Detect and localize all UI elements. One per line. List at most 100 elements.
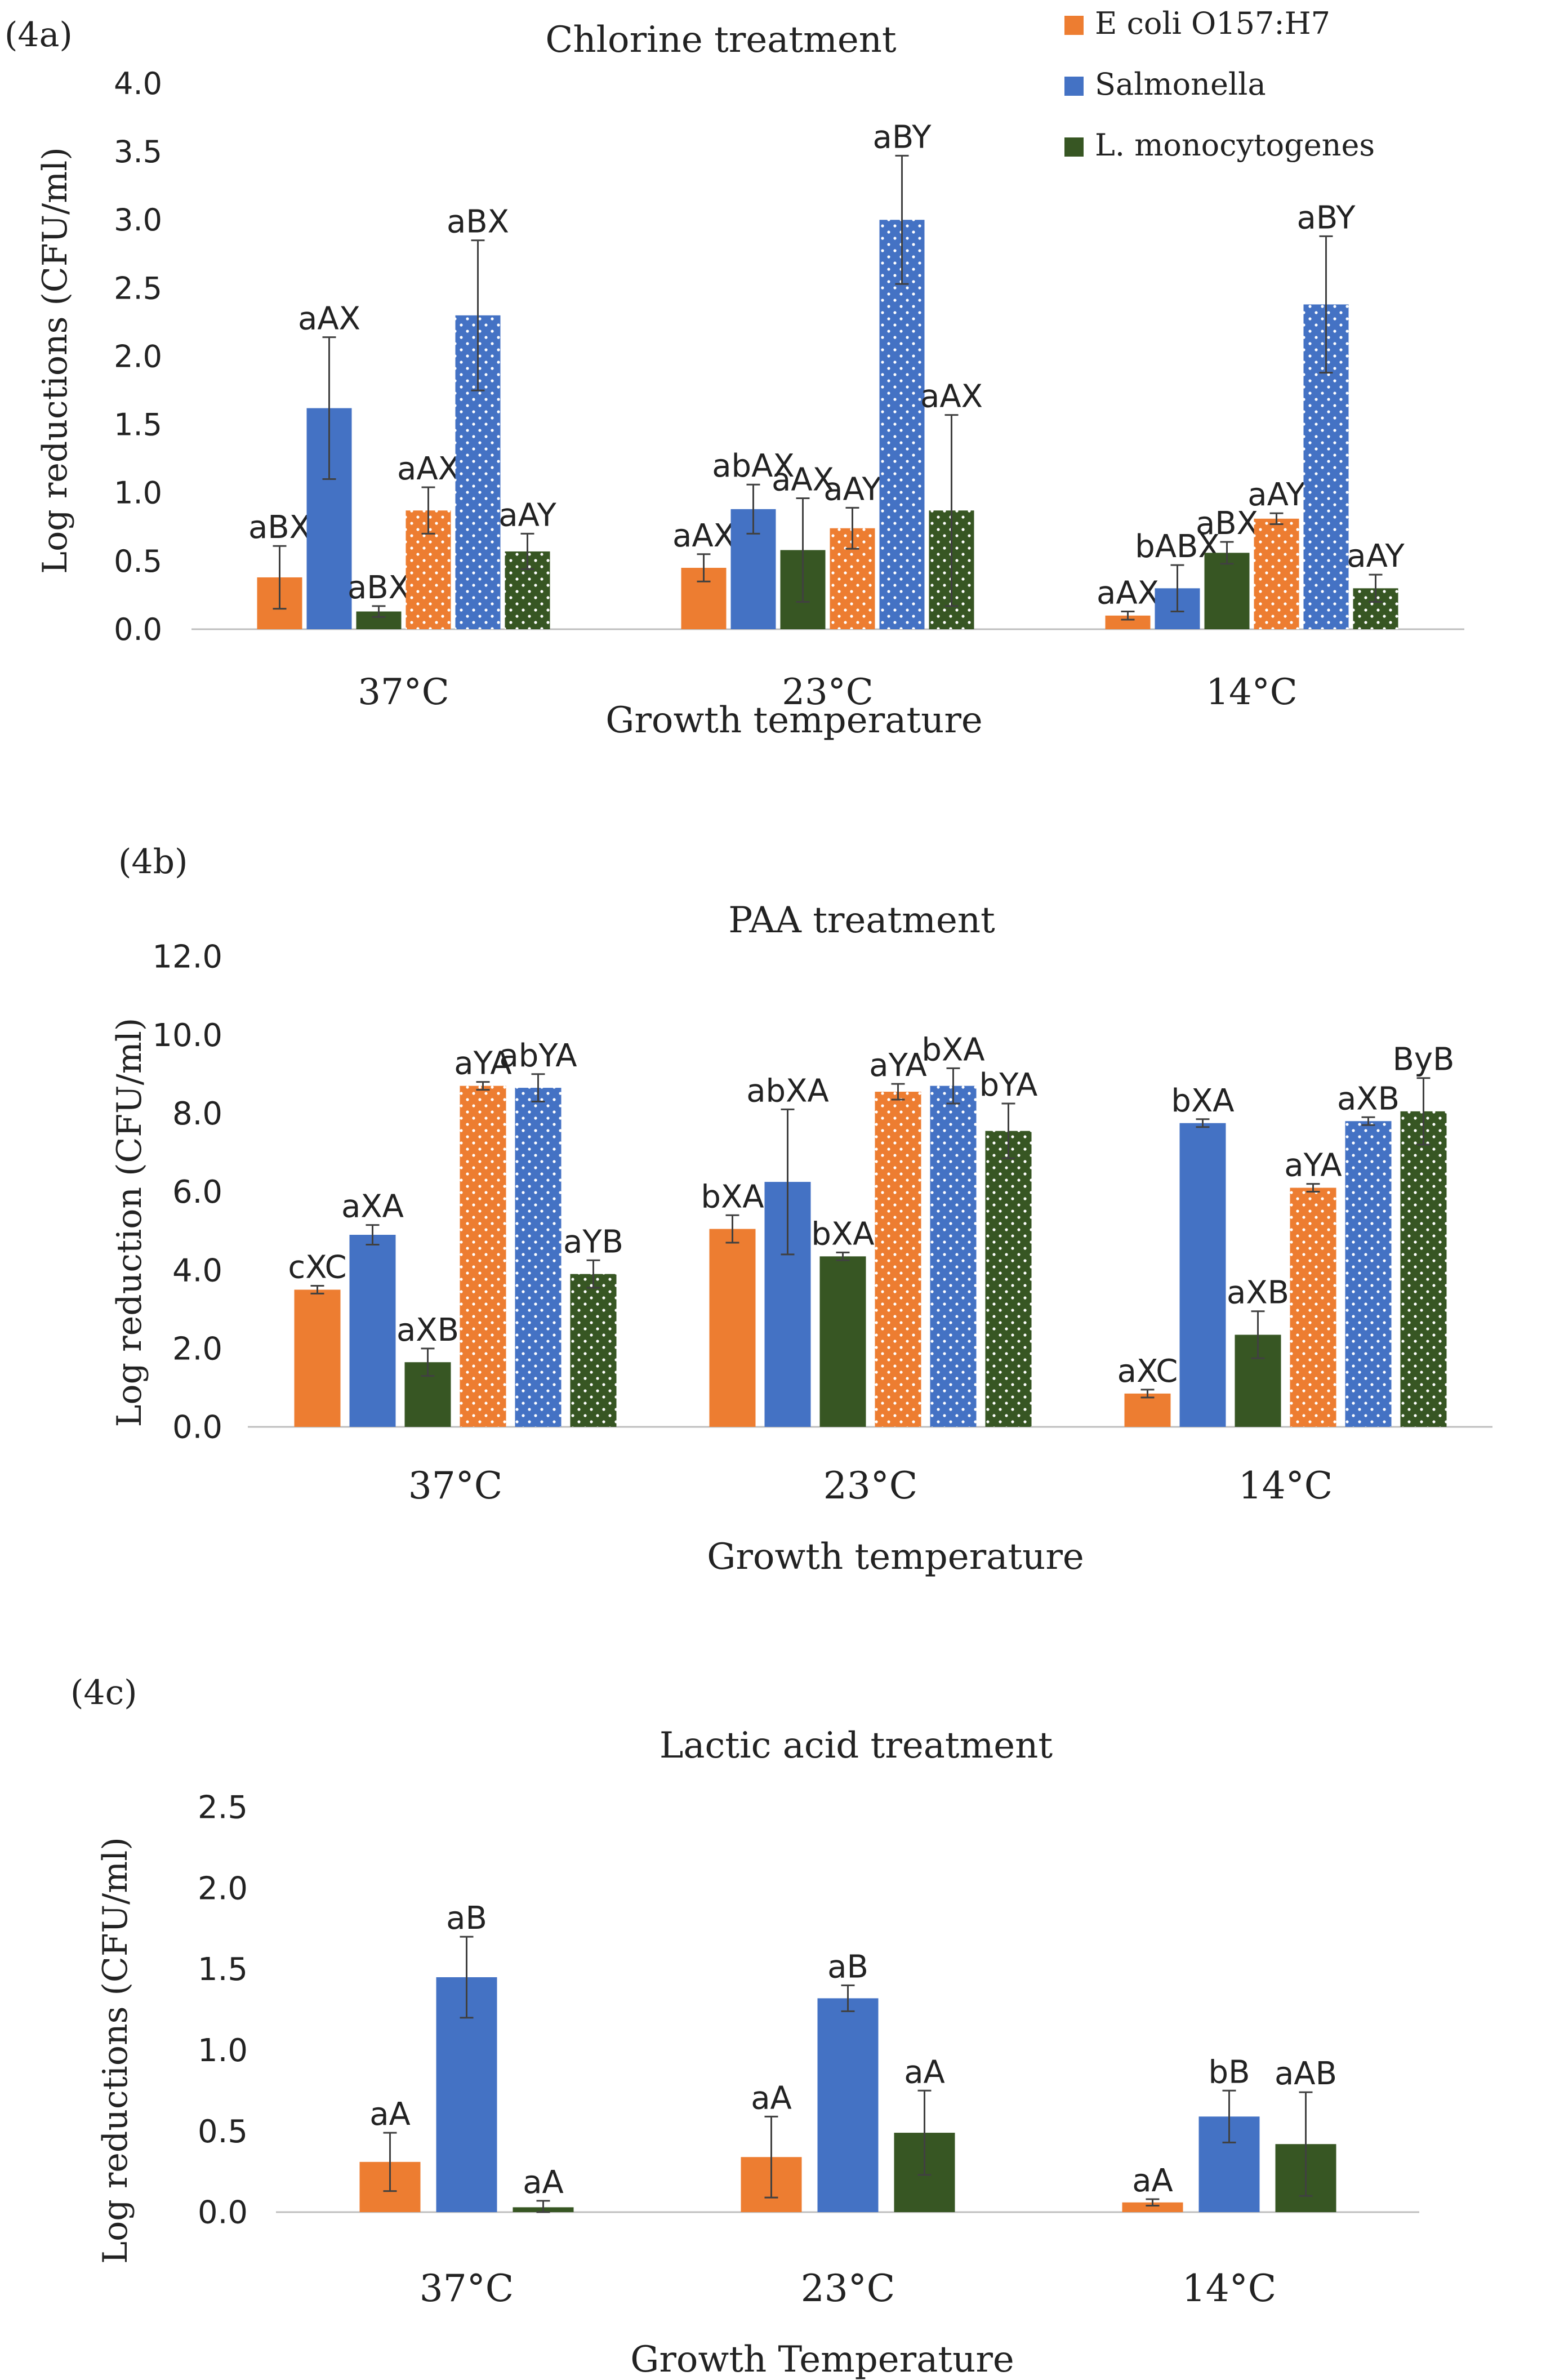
error-bar [1251, 1310, 1265, 1359]
data-label: aAB [1275, 2056, 1337, 2092]
data-label: aAY [1347, 538, 1405, 575]
bar-salmonella-dotted [930, 1086, 977, 1427]
data-label: aYA [869, 1047, 926, 1084]
bar-salmonella-dotted [879, 220, 925, 629]
plot-area: 0.0 0.5 1.0 1.5 2.0 2.5 3.0 3.5 4.0 37°C aBX aAX aBX… [114, 66, 1464, 713]
data-label: aYA [1284, 1147, 1342, 1184]
error-bar [586, 1259, 600, 1289]
y-tick-label: 1.0 [114, 475, 162, 511]
bar-ecoli-dotted [1290, 1187, 1336, 1427]
legend-label: Salmonella [1095, 66, 1266, 102]
x-tick-label: 23°C [801, 2267, 895, 2310]
error-bar [366, 1224, 380, 1245]
data-label: aXB [1337, 1080, 1400, 1117]
data-label: abAX [712, 448, 795, 484]
bar-ecoli [1122, 2202, 1183, 2212]
error-bar [796, 497, 810, 603]
data-label: aA [523, 2164, 564, 2201]
plot-area: 0.02.04.06.08.010.012.037°CcXCaXAaXBaYAa… [152, 939, 1492, 1507]
x-tick-label: 14°C [1182, 2267, 1276, 2310]
x-tick-label: 37°C [408, 1464, 502, 1507]
bar-ecoli [1124, 1393, 1171, 1427]
legend-swatch [1064, 137, 1084, 157]
data-label: aXC [1117, 1353, 1178, 1390]
data-label: aBX [447, 204, 509, 241]
y-tick-label: 2.0 [114, 339, 162, 374]
error-bar [895, 154, 909, 285]
error-bar [372, 605, 386, 618]
x-tick-label: 37°C [420, 2267, 514, 2310]
error-bar [1001, 1102, 1015, 1159]
error-bar [1222, 2089, 1236, 2143]
error-bar [946, 1067, 960, 1105]
error-bar [1220, 541, 1234, 565]
bar-listeria-dotted [570, 1274, 617, 1427]
data-label: aAY [498, 497, 556, 533]
y-tick-label: 6.0 [172, 1174, 222, 1211]
bar-salmonella-dotted [1345, 1121, 1392, 1427]
y-tick-label: 3.0 [114, 202, 162, 238]
data-label: bB [1209, 2054, 1250, 2090]
panel-label: (4c) [70, 1673, 137, 1712]
data-label: aBX [248, 509, 311, 546]
legend-swatch [1064, 77, 1084, 96]
data-label: bXA [921, 1031, 984, 1068]
chart-title: Chlorine treatment [545, 19, 897, 61]
data-label: aAY [823, 471, 881, 508]
y-tick-label: 2.0 [198, 1870, 248, 1907]
data-label: aXB [1227, 1275, 1289, 1311]
y-tick-label: 3.5 [114, 134, 162, 170]
error-bar [1146, 2198, 1160, 2206]
bar-salmonella [1179, 1123, 1226, 1427]
legend-item-ecoli: E coli O157:H7 [1064, 6, 1330, 41]
data-label: aYA [454, 1046, 511, 1082]
data-label: abXA [746, 1073, 829, 1109]
error-bar [841, 1984, 855, 2012]
y-axis-label: Log reductions (CFU/ml) [96, 1837, 135, 2263]
data-label: bXA [701, 1178, 764, 1215]
x-tick-label: 14°C [1206, 671, 1297, 713]
x-tick-label: 37°C [358, 671, 449, 713]
y-tick-label: 12.0 [152, 939, 222, 976]
error-bar [1269, 512, 1284, 525]
data-label: aAX [397, 451, 460, 487]
chart-title: PAA treatment [728, 900, 995, 941]
data-label: aA [904, 2054, 945, 2090]
bar-salmonella [817, 1998, 879, 2212]
data-label: aA [369, 2096, 411, 2133]
data-label: aYB [563, 1224, 623, 1260]
data-label: aBY [1297, 199, 1356, 236]
x-tick-label: 23°C [782, 671, 873, 713]
y-tick-label: 2.0 [172, 1331, 222, 1367]
y-tick-label: 2.5 [114, 270, 162, 306]
y-tick-label: 10.0 [152, 1017, 222, 1054]
data-label: aB [446, 1900, 487, 1937]
error-bar [421, 486, 435, 535]
y-tick-label: 0.5 [198, 2114, 248, 2150]
data-label: ByB [1393, 1042, 1455, 1078]
bar-ecoli-dotted [1254, 518, 1299, 629]
bar-ecoli-dotted [460, 1086, 506, 1427]
data-label: aBY [873, 119, 932, 155]
data-label: aAX [672, 518, 735, 554]
data-label: abYA [499, 1038, 577, 1074]
legend: E coli O157:H7 Salmonella L. monocytogen… [1064, 6, 1375, 163]
error-bar [764, 2115, 778, 2199]
x-axis-label: Growth temperature [605, 700, 983, 741]
error-bar [1196, 1118, 1210, 1128]
error-bar [1369, 573, 1383, 603]
y-axis-label: Log reductions (CFU/ml) [35, 147, 75, 573]
error-bar [460, 1936, 474, 2019]
x-tick-label: 23°C [823, 1464, 917, 1507]
bar-salmonella-dotted [515, 1088, 562, 1427]
error-bar [944, 414, 959, 607]
error-bar [781, 1108, 795, 1256]
y-tick-label: 4.0 [172, 1252, 222, 1289]
y-tick-label: 0.5 [114, 544, 162, 579]
chart-panel-lactic-acid: (4c) Lactic acid treatment Growth Temper… [70, 1673, 1419, 2380]
error-bar [1170, 564, 1184, 613]
data-label: aA [751, 2080, 792, 2116]
bar-listeria [1204, 553, 1250, 629]
legend-item-listeria: L. monocytogenes [1064, 127, 1375, 163]
